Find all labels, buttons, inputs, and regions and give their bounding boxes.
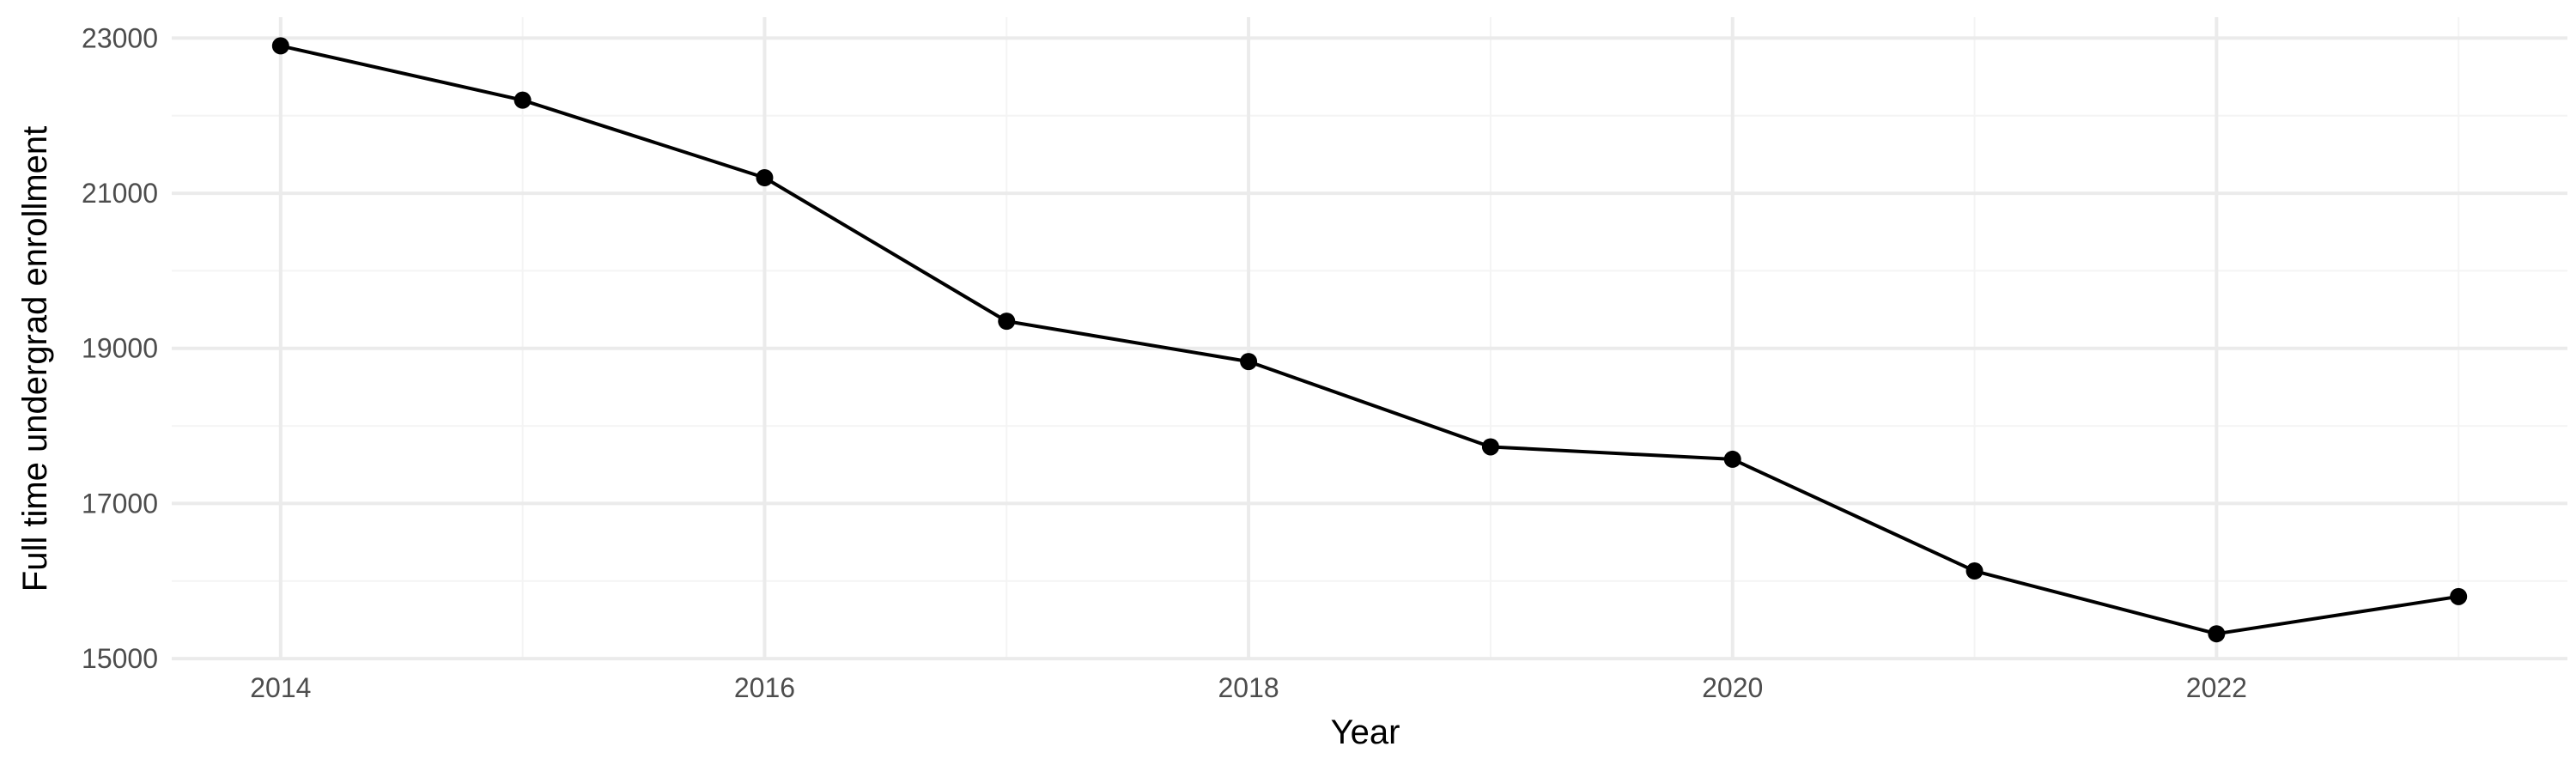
data-point	[1965, 562, 1984, 580]
data-point	[513, 91, 532, 109]
data-point	[2450, 587, 2468, 605]
minor-gridlines	[172, 17, 2567, 659]
data-point	[271, 37, 289, 55]
x-axis-ticks: 2014 2016 2018 2020 2022	[250, 672, 2247, 703]
data-point	[998, 313, 1016, 331]
series-line	[278, 44, 2461, 636]
x-tick-label: 2018	[1218, 672, 1279, 703]
data-point	[1240, 353, 1258, 371]
y-tick-label: 19000	[82, 333, 158, 364]
x-tick-label: 2014	[250, 672, 311, 703]
y-axis-ticks: 15000 17000 19000 21000 23000	[82, 22, 158, 674]
y-tick-label: 17000	[82, 488, 158, 519]
data-point	[2208, 625, 2226, 643]
x-tick-label: 2022	[2186, 672, 2247, 703]
y-tick-label: 23000	[82, 22, 158, 53]
y-tick-label: 15000	[82, 643, 158, 674]
data-point	[1723, 450, 1741, 468]
x-tick-label: 2016	[734, 672, 795, 703]
data-point	[756, 169, 774, 186]
x-axis-title: Year	[1331, 713, 1400, 751]
y-tick-label: 21000	[82, 178, 158, 209]
y-axis-title: Full time undergrad enrollment	[16, 126, 54, 592]
x-tick-label: 2020	[1702, 672, 1763, 703]
major-gridlines	[172, 17, 2567, 661]
series-layer	[271, 37, 2468, 643]
data-point	[1481, 438, 1499, 456]
